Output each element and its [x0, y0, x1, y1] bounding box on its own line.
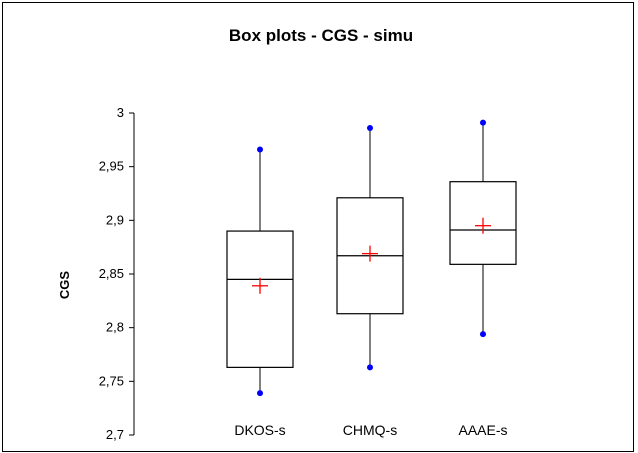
mean-marker — [252, 277, 268, 294]
box-AAAE-s — [449, 119, 517, 338]
box-CHMQ-s — [336, 125, 404, 371]
mean-marker — [362, 245, 378, 262]
iqr-box — [226, 230, 294, 368]
category-label: AAAE-s — [458, 422, 507, 438]
y-tick-label: 2,9 — [106, 212, 124, 227]
y-tick-label: 2,7 — [106, 427, 124, 442]
y-tick-label: 2,95 — [99, 159, 124, 174]
y-tick-label: 2,8 — [106, 320, 124, 335]
y-tick-label: 2,75 — [99, 373, 124, 388]
category-label: DKOS-s — [234, 422, 285, 438]
box-plot-chart: Box plots - CGS - simu CGS 2,7 2,75 2,8 2,8… — [57, 26, 517, 442]
mean-marker — [475, 217, 491, 234]
max-point — [367, 125, 373, 132]
y-tick-label: 3 — [117, 105, 124, 120]
category-labels: DKOS-s CHMQ-s AAAE-s — [234, 422, 507, 438]
y-tick-label: 2,85 — [99, 266, 124, 281]
category-label: CHMQ-s — [343, 422, 397, 438]
y-axis-label: CGS — [57, 271, 72, 300]
box-DKOS-s — [226, 146, 294, 397]
max-point — [257, 146, 263, 153]
chart-title: Box plots - CGS - simu — [229, 26, 413, 45]
y-axis-ticks: 2,7 2,75 2,8 2,85 2,9 2,95 3 — [99, 105, 134, 442]
min-point — [367, 364, 373, 371]
boxes-group — [226, 119, 517, 397]
iqr-box — [449, 181, 517, 265]
max-point — [480, 119, 486, 126]
min-point — [480, 331, 486, 338]
min-point — [257, 390, 263, 397]
